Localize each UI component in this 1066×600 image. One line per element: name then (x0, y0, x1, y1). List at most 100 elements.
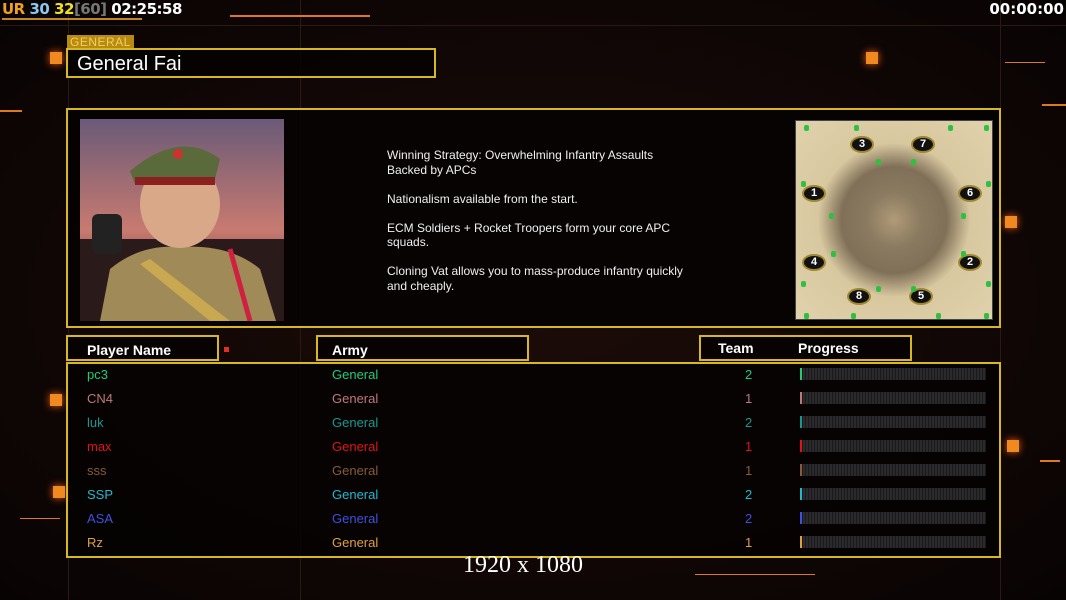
player-row[interactable]: SSP General 2 (68, 484, 999, 508)
oil-derrick-icon (961, 213, 966, 219)
player-name: ASA (87, 511, 114, 526)
player-army: General (332, 439, 379, 454)
progress-fill (800, 536, 802, 548)
oil-derrick-icon (829, 213, 834, 219)
oil-derrick-icon (984, 125, 989, 131)
oil-derrick-icon (911, 159, 916, 165)
header-progress: Progress (798, 340, 859, 356)
deco-line (1042, 104, 1066, 106)
fps-value-2: 32 (54, 0, 74, 18)
deco-line (695, 574, 815, 575)
progress-bar (800, 464, 986, 476)
start-position-6[interactable]: 6 (958, 185, 982, 202)
progress-bar (800, 416, 986, 428)
start-position-3[interactable]: 3 (850, 136, 874, 153)
header-team[interactable]: Team (718, 340, 754, 356)
player-name: max (87, 439, 112, 454)
start-position-1[interactable]: 1 (802, 185, 826, 202)
ur-label: UR (2, 0, 25, 18)
oil-derrick-icon (961, 251, 966, 257)
player-team: 1 (745, 439, 753, 454)
player-army: General (332, 391, 379, 406)
player-row[interactable]: CN4 General 1 (68, 388, 999, 412)
player-army: General (332, 535, 379, 550)
hud-underline (2, 18, 142, 20)
resolution-label: 1920 x 1080 (463, 552, 583, 578)
progress-bar (800, 488, 986, 500)
oil-derrick-icon (831, 251, 836, 257)
deco-line (0, 110, 22, 112)
start-position-7[interactable]: 7 (911, 136, 935, 153)
player-row[interactable]: sss General 1 (68, 460, 999, 484)
player-name: luk (87, 415, 104, 430)
progress-bar (800, 536, 986, 548)
header-army[interactable]: Army (316, 335, 529, 361)
header-team-progress: Team Progress (699, 335, 912, 361)
start-position-5[interactable]: 5 (909, 288, 933, 305)
player-row[interactable]: ASA General 2 (68, 508, 999, 532)
progress-bar (800, 392, 986, 404)
deco-square (866, 52, 878, 64)
progress-fill (800, 488, 802, 500)
progress-bar (800, 512, 986, 524)
progress-bar (800, 368, 986, 380)
oil-derrick-icon (804, 125, 809, 131)
player-row[interactable]: Rz General 1 (68, 532, 999, 556)
player-row[interactable]: max General 1 (68, 436, 999, 460)
oil-derrick-icon (948, 125, 953, 131)
player-army: General (332, 463, 379, 478)
fps-counter: UR 30 32[60] 02:25:58 (2, 0, 182, 18)
start-position-2[interactable]: 2 (958, 254, 982, 271)
progress-bar (800, 440, 986, 452)
start-position-4[interactable]: 4 (802, 254, 826, 271)
oil-derrick-icon (851, 313, 856, 319)
fps-cap: [60] (73, 0, 107, 18)
player-army: General (332, 487, 379, 502)
deco-line (20, 518, 60, 519)
general-name: General Fai (66, 48, 436, 78)
progress-fill (800, 440, 802, 452)
player-team: 1 (745, 391, 753, 406)
player-team: 2 (745, 367, 753, 382)
deco-square (53, 486, 65, 498)
progress-fill (800, 368, 802, 380)
progress-fill (800, 416, 802, 428)
fps-value: 30 (29, 0, 50, 18)
player-team: 2 (745, 415, 753, 430)
oil-derrick-icon (876, 286, 881, 292)
oil-derrick-icon (801, 281, 806, 287)
clock: 00:00:00 (989, 0, 1064, 18)
oil-derrick-icon (876, 159, 881, 165)
game-time: 02:25:58 (111, 0, 182, 18)
deco-square (50, 52, 62, 64)
player-army: General (332, 511, 379, 526)
player-team: 1 (745, 535, 753, 550)
player-name: pc3 (87, 367, 108, 382)
deco-square (1007, 440, 1019, 452)
progress-fill (800, 392, 802, 404)
header-player-name[interactable]: Player Name (66, 335, 219, 361)
map-preview[interactable]: 3 7 1 6 4 2 8 5 (795, 120, 993, 320)
general-info-panel: Winning Strategy: Overwhelming Infantry … (66, 108, 1001, 328)
oil-derrick-icon (986, 281, 991, 287)
oil-derrick-icon (911, 286, 916, 292)
player-row[interactable]: pc3 General 2 (68, 364, 999, 388)
oil-derrick-icon (804, 313, 809, 319)
player-name: SSP (87, 487, 114, 502)
player-name: Rz (87, 535, 103, 550)
deco-square (50, 394, 62, 406)
player-team: 2 (745, 511, 753, 526)
player-row[interactable]: luk General 2 (68, 412, 999, 436)
general-portrait (80, 119, 284, 321)
player-name: sss (87, 463, 107, 478)
oil-derrick-icon (984, 313, 989, 319)
oil-derrick-icon (936, 313, 941, 319)
progress-fill (800, 464, 802, 476)
general-tag: GENERAL (67, 35, 134, 49)
grid-line (0, 25, 1066, 26)
deco-line (230, 15, 370, 17)
player-army: General (332, 415, 379, 430)
player-team: 2 (745, 487, 753, 502)
deco-square (1005, 216, 1017, 228)
start-position-8[interactable]: 8 (847, 288, 871, 305)
